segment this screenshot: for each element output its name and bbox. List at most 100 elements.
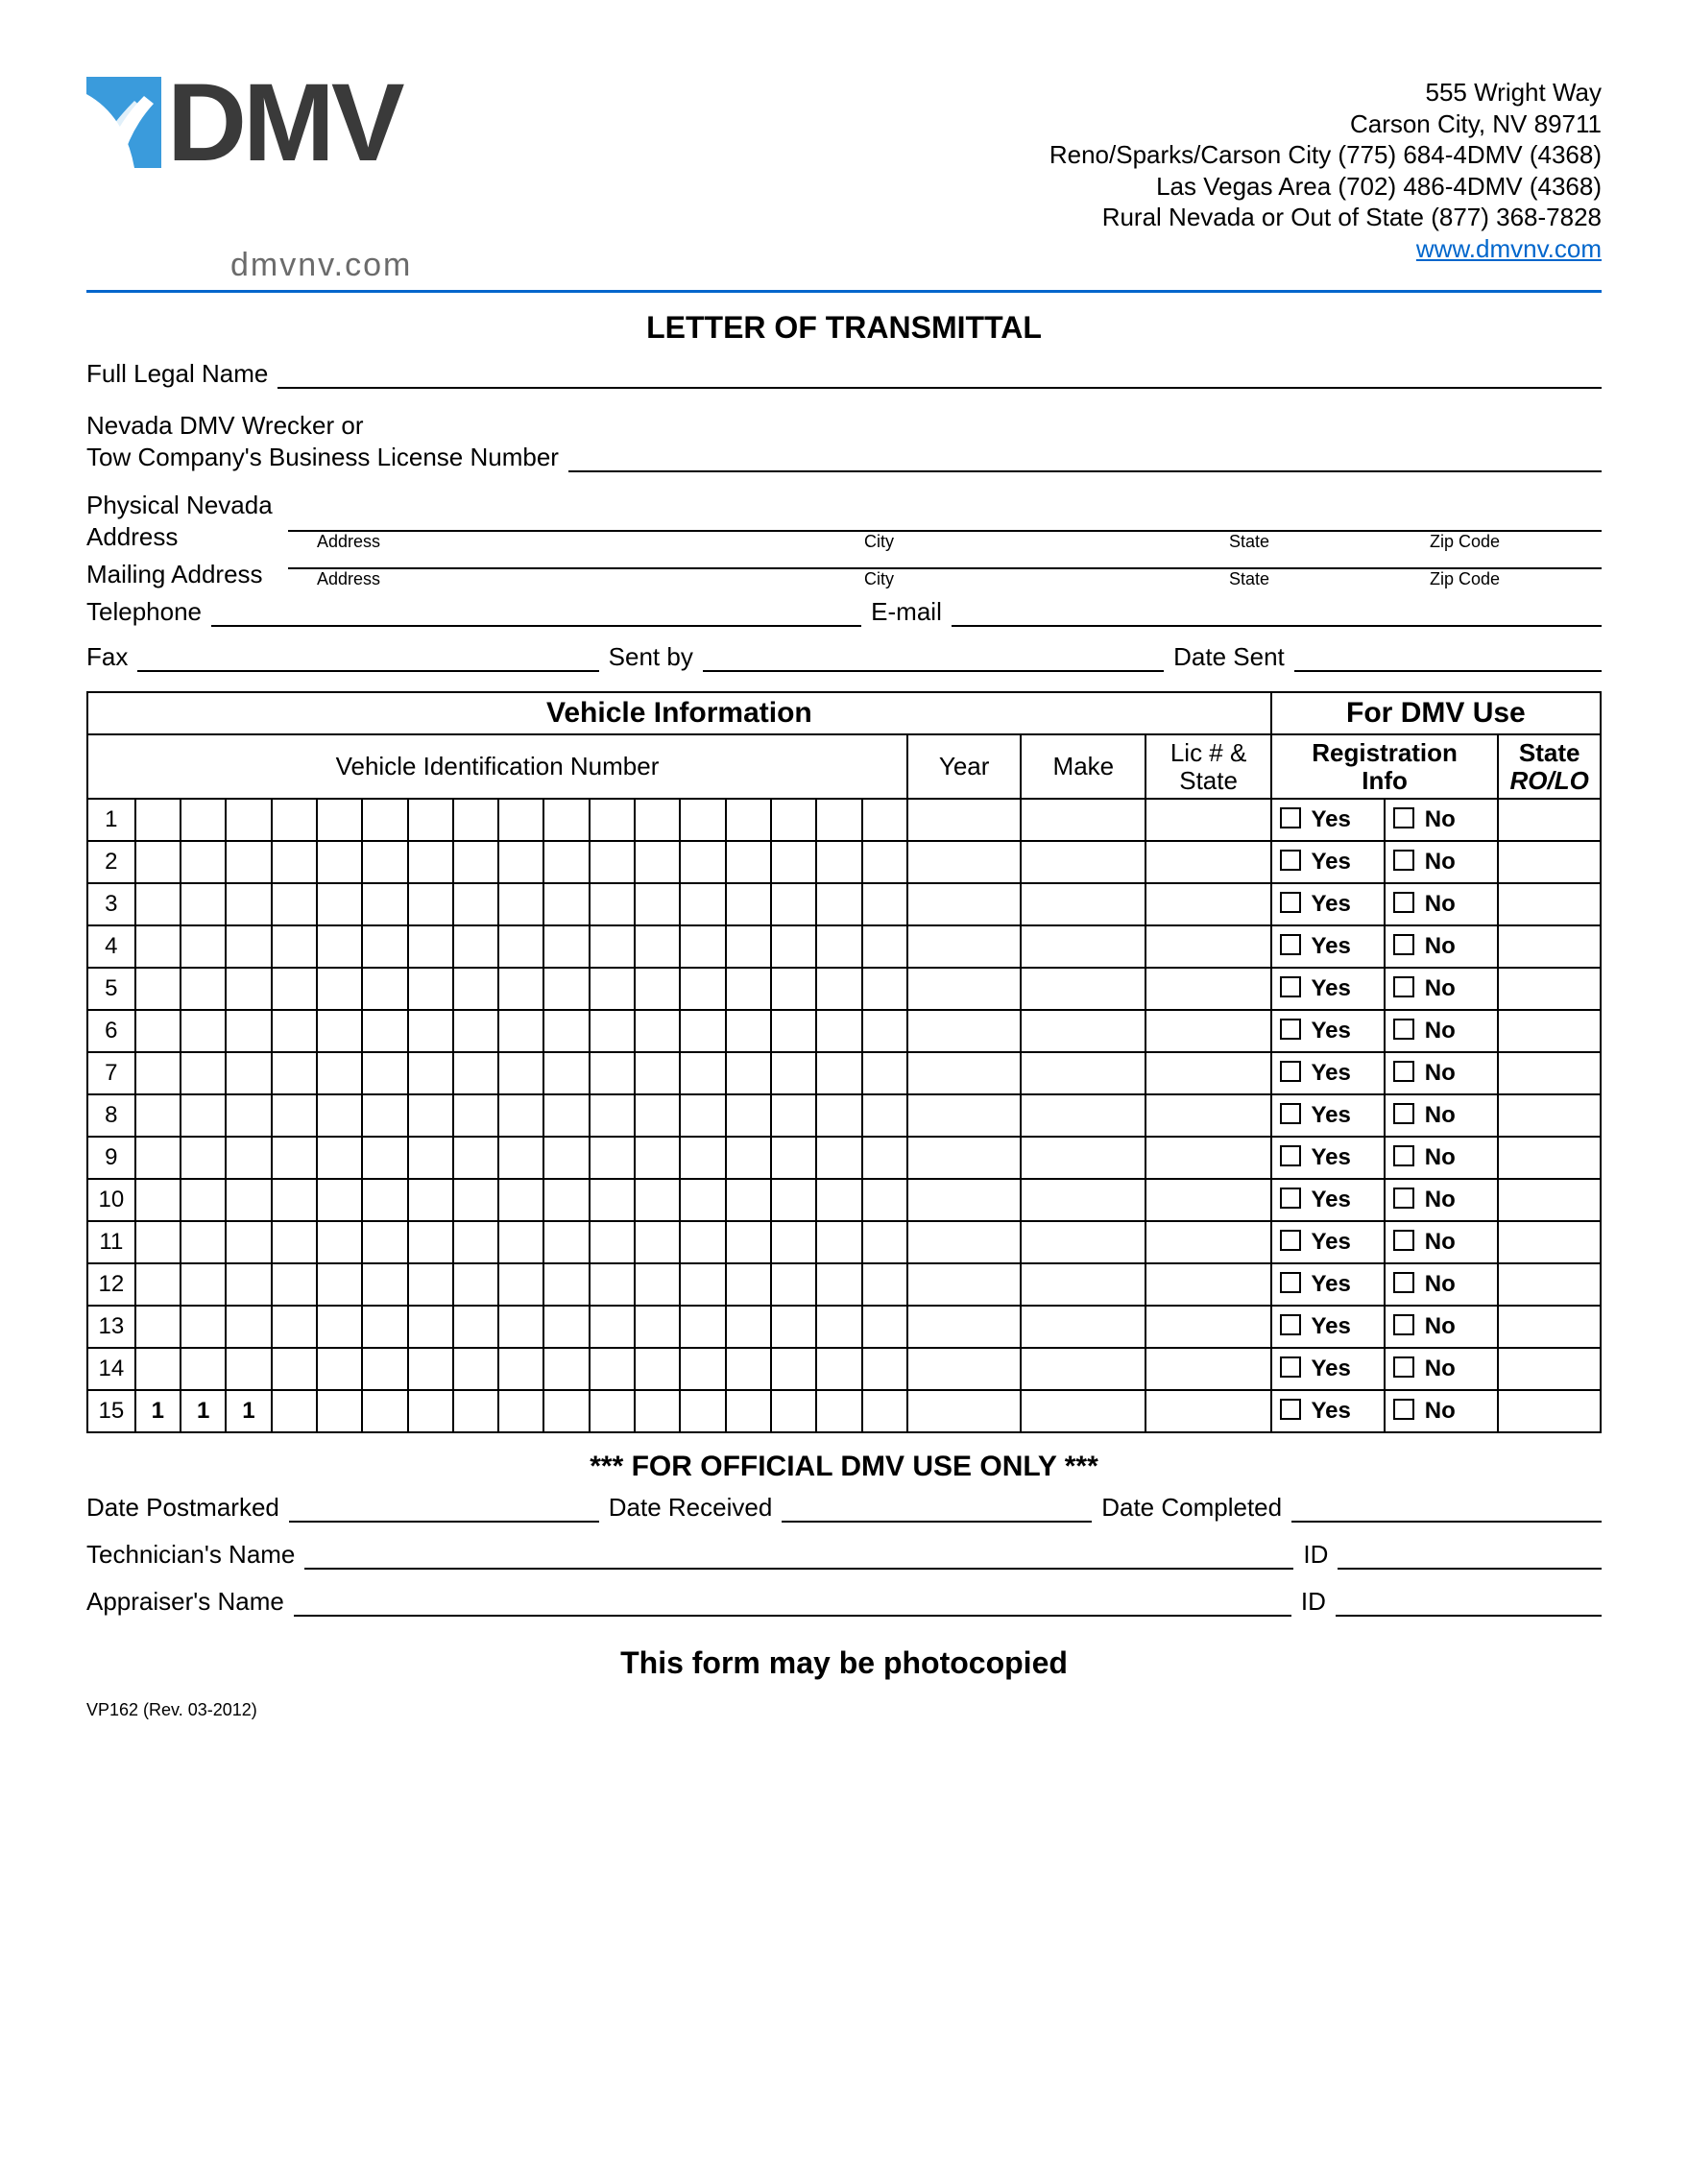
- vin-cell[interactable]: [816, 1348, 861, 1390]
- vin-cell[interactable]: [862, 925, 907, 968]
- vin-cell[interactable]: [680, 925, 725, 968]
- vin-cell[interactable]: [362, 1221, 407, 1263]
- vin-cell[interactable]: [543, 1010, 589, 1052]
- vin-cell[interactable]: [362, 883, 407, 925]
- vin-cell[interactable]: [135, 1306, 181, 1348]
- vin-cell[interactable]: [272, 1052, 317, 1094]
- reg-yes-cell[interactable]: Yes: [1271, 1010, 1385, 1052]
- vin-cell[interactable]: [272, 968, 317, 1010]
- make-cell[interactable]: [1021, 883, 1145, 925]
- reg-yes-cell[interactable]: Yes: [1271, 1179, 1385, 1221]
- make-cell[interactable]: [1021, 1010, 1145, 1052]
- vin-cell[interactable]: [181, 1179, 226, 1221]
- reg-no-cell[interactable]: No: [1385, 799, 1498, 841]
- vin-cell[interactable]: [498, 1137, 543, 1179]
- input-full-name[interactable]: [277, 360, 1602, 389]
- year-cell[interactable]: [907, 1179, 1021, 1221]
- input-received[interactable]: [782, 1494, 1092, 1523]
- vin-cell[interactable]: [135, 968, 181, 1010]
- vin-cell[interactable]: [590, 1052, 635, 1094]
- vin-cell[interactable]: [590, 968, 635, 1010]
- vin-cell[interactable]: [680, 1390, 725, 1432]
- vin-cell[interactable]: [771, 968, 816, 1010]
- vin-cell[interactable]: [680, 1306, 725, 1348]
- vin-cell[interactable]: [543, 841, 589, 883]
- lic-cell[interactable]: [1145, 1306, 1270, 1348]
- vin-cell[interactable]: [408, 883, 453, 925]
- vin-cell[interactable]: [771, 1390, 816, 1432]
- vin-cell[interactable]: [317, 799, 362, 841]
- checkbox-icon[interactable]: [1393, 1272, 1414, 1293]
- vin-cell[interactable]: [590, 1348, 635, 1390]
- vin-cell[interactable]: [635, 1094, 680, 1137]
- make-cell[interactable]: [1021, 1263, 1145, 1306]
- vin-cell[interactable]: [590, 1010, 635, 1052]
- vin-cell[interactable]: [816, 968, 861, 1010]
- lic-cell[interactable]: [1145, 1137, 1270, 1179]
- input-appr[interactable]: [294, 1588, 1291, 1617]
- input-appr-id[interactable]: [1336, 1588, 1602, 1617]
- reg-yes-cell[interactable]: Yes: [1271, 925, 1385, 968]
- vin-cell[interactable]: [816, 925, 861, 968]
- vin-cell[interactable]: [317, 1137, 362, 1179]
- vin-cell[interactable]: 1: [226, 1390, 271, 1432]
- lic-cell[interactable]: [1145, 1221, 1270, 1263]
- vin-cell[interactable]: [135, 1348, 181, 1390]
- vin-cell[interactable]: [453, 1052, 498, 1094]
- vin-cell[interactable]: [771, 1221, 816, 1263]
- vin-cell[interactable]: [226, 1306, 271, 1348]
- vin-cell[interactable]: [680, 883, 725, 925]
- checkbox-icon[interactable]: [1280, 1230, 1301, 1251]
- vin-cell[interactable]: [771, 1348, 816, 1390]
- vin-cell[interactable]: [635, 1263, 680, 1306]
- vin-cell[interactable]: [453, 968, 498, 1010]
- lic-cell[interactable]: [1145, 1390, 1270, 1432]
- checkbox-icon[interactable]: [1280, 934, 1301, 955]
- vin-cell[interactable]: [362, 1137, 407, 1179]
- vin-cell[interactable]: [226, 883, 271, 925]
- checkbox-icon[interactable]: [1393, 976, 1414, 997]
- make-cell[interactable]: [1021, 1221, 1145, 1263]
- vin-cell[interactable]: [816, 883, 861, 925]
- checkbox-icon[interactable]: [1280, 807, 1301, 828]
- vin-cell[interactable]: [726, 799, 771, 841]
- vin-cell[interactable]: [726, 841, 771, 883]
- vin-cell[interactable]: [272, 1221, 317, 1263]
- state-rolo-cell[interactable]: [1498, 1221, 1601, 1263]
- vin-cell[interactable]: [453, 1390, 498, 1432]
- state-rolo-cell[interactable]: [1498, 968, 1601, 1010]
- year-cell[interactable]: [907, 1094, 1021, 1137]
- vin-cell[interactable]: [135, 883, 181, 925]
- vin-cell[interactable]: [181, 1263, 226, 1306]
- vin-cell[interactable]: [453, 799, 498, 841]
- vin-cell[interactable]: [771, 841, 816, 883]
- vin-cell[interactable]: [771, 925, 816, 968]
- vin-cell[interactable]: [726, 1052, 771, 1094]
- state-rolo-cell[interactable]: [1498, 1306, 1601, 1348]
- vin-cell[interactable]: [181, 1052, 226, 1094]
- vin-cell[interactable]: [226, 841, 271, 883]
- vin-cell[interactable]: [317, 1094, 362, 1137]
- vin-cell[interactable]: [498, 1221, 543, 1263]
- checkbox-icon[interactable]: [1393, 1188, 1414, 1209]
- vin-cell[interactable]: [317, 883, 362, 925]
- vin-cell[interactable]: [635, 799, 680, 841]
- reg-no-cell[interactable]: No: [1385, 925, 1498, 968]
- checkbox-icon[interactable]: [1393, 1230, 1414, 1251]
- checkbox-icon[interactable]: [1280, 1103, 1301, 1124]
- reg-no-cell[interactable]: No: [1385, 841, 1498, 883]
- make-cell[interactable]: [1021, 1390, 1145, 1432]
- vin-cell[interactable]: [362, 1263, 407, 1306]
- vin-cell[interactable]: [771, 883, 816, 925]
- vin-cell[interactable]: [680, 1348, 725, 1390]
- lic-cell[interactable]: [1145, 1179, 1270, 1221]
- vin-cell[interactable]: [317, 1390, 362, 1432]
- checkbox-icon[interactable]: [1280, 1188, 1301, 1209]
- vin-cell[interactable]: [362, 1052, 407, 1094]
- vin-cell[interactable]: [680, 1137, 725, 1179]
- vin-cell[interactable]: [317, 1052, 362, 1094]
- vin-cell[interactable]: [453, 1348, 498, 1390]
- input-sentby[interactable]: [703, 643, 1164, 672]
- checkbox-icon[interactable]: [1280, 1019, 1301, 1040]
- lic-cell[interactable]: [1145, 925, 1270, 968]
